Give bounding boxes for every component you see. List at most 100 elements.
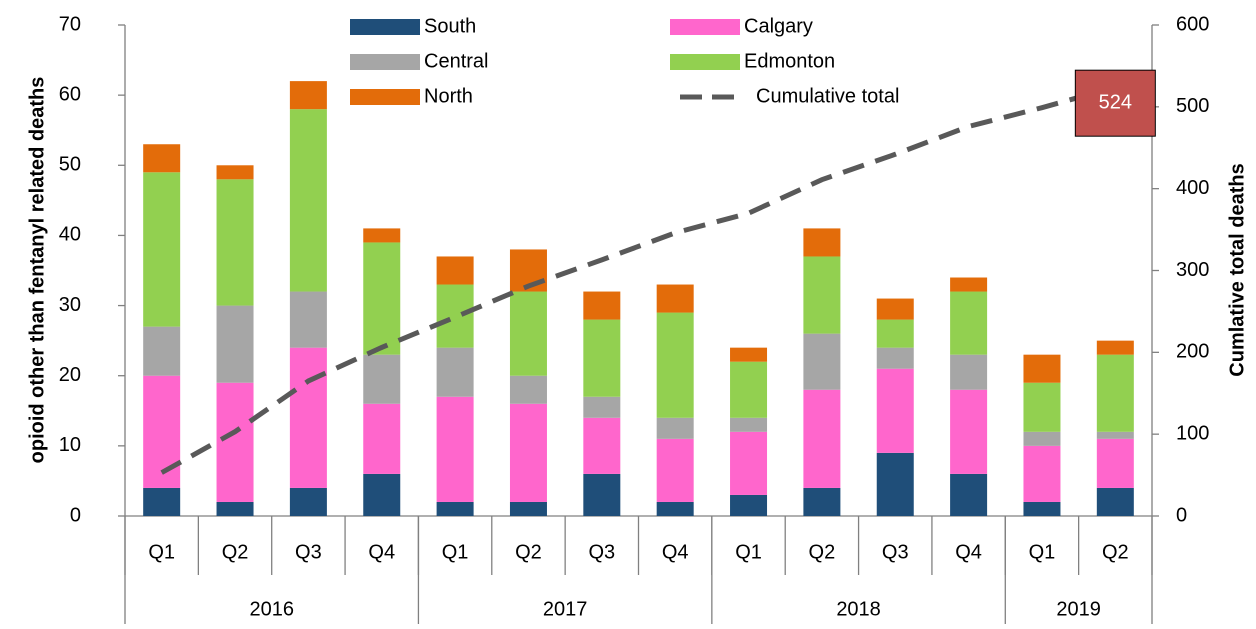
legend-label: Cumulative total: [756, 85, 899, 107]
y-tick-label: 10: [59, 434, 81, 456]
year-label: 2018: [836, 598, 881, 620]
bar-segment: [730, 347, 768, 362]
bar-segment: [803, 228, 841, 257]
y2-tick-label: 600: [1176, 13, 1209, 35]
y2-tick-label: 300: [1176, 259, 1209, 281]
bar-segment: [730, 494, 768, 516]
bar-segment: [656, 438, 694, 502]
bar-segment: [143, 326, 181, 376]
legend-swatch: [350, 19, 420, 35]
bar-segment: [363, 228, 401, 243]
x-tick-label: Q2: [1102, 541, 1129, 563]
bar-segment: [876, 319, 914, 348]
bar-segment: [950, 354, 988, 390]
bar-segment: [803, 333, 841, 390]
bar-segment: [509, 291, 547, 376]
year-label: 2017: [543, 598, 588, 620]
bar-segment: [950, 277, 988, 292]
bar-segment: [436, 256, 474, 285]
bar-segment: [1096, 354, 1134, 432]
x-tick-label: Q1: [1029, 541, 1056, 563]
x-tick-label: Q1: [148, 541, 175, 563]
bar-segment: [1096, 487, 1134, 516]
x-tick-label: Q3: [295, 541, 322, 563]
bar-segment: [583, 291, 621, 320]
y-tick-label: 30: [59, 294, 81, 316]
bar-segment: [363, 473, 401, 516]
bar-segment: [1023, 431, 1061, 446]
cumulative-line: [160, 84, 1116, 475]
bar-segment: [289, 291, 327, 348]
legend-label: Edmonton: [744, 50, 835, 72]
bar-segment: [436, 501, 474, 516]
y2-tick-label: 200: [1176, 341, 1209, 363]
bar-segment: [876, 452, 914, 516]
legend-swatch: [670, 19, 740, 35]
x-tick-label: Q2: [809, 541, 836, 563]
y-tick-label: 0: [70, 504, 81, 526]
bar-segment: [1096, 431, 1134, 439]
y2-tick-label: 100: [1176, 422, 1209, 444]
x-tick-label: Q4: [368, 541, 395, 563]
bar-segment: [436, 347, 474, 397]
legend-label: Central: [424, 50, 488, 72]
bar-segment: [143, 487, 181, 516]
legend-label: Calgary: [744, 15, 813, 37]
bar-segment: [436, 284, 474, 348]
bar-segment: [583, 473, 621, 516]
bar-segment: [363, 403, 401, 474]
y2-tick-label: 0: [1176, 504, 1187, 526]
y-axis-label: opioid other than fentanyl related death…: [26, 77, 48, 464]
x-tick-label: Q1: [735, 541, 762, 563]
x-tick-label: Q2: [222, 541, 249, 563]
y2-tick-label: 500: [1176, 95, 1209, 117]
bar-segment: [509, 375, 547, 404]
bar-segment: [216, 501, 254, 516]
bar-segment: [803, 256, 841, 334]
bar-segment: [730, 361, 768, 418]
x-tick-label: Q3: [588, 541, 615, 563]
bar-segment: [216, 305, 254, 383]
legend-label: North: [424, 85, 473, 107]
year-label: 2016: [249, 598, 294, 620]
y-tick-label: 70: [59, 13, 81, 35]
bar-segment: [1023, 354, 1061, 383]
x-tick-label: Q1: [442, 541, 469, 563]
bar-segment: [950, 291, 988, 355]
bar-segment: [730, 431, 768, 495]
y-tick-label: 40: [59, 224, 81, 246]
bar-segment: [363, 354, 401, 404]
bar-segment: [583, 396, 621, 418]
y-tick-label: 60: [59, 83, 81, 105]
bar-segment: [876, 368, 914, 453]
bar-segment: [1096, 438, 1134, 488]
bar-segment: [583, 319, 621, 397]
value-label: 524: [1099, 91, 1132, 113]
bar-segment: [289, 487, 327, 516]
bar-segment: [656, 284, 694, 313]
bar-segment: [803, 487, 841, 516]
year-label: 2019: [1056, 598, 1101, 620]
bar-segment: [216, 382, 254, 502]
bar-segment: [730, 417, 768, 432]
bar-segment: [1023, 445, 1061, 502]
bar-segment: [216, 165, 254, 180]
y-tick-label: 20: [59, 364, 81, 386]
bar-segment: [289, 347, 327, 488]
bar-segment: [1023, 501, 1061, 516]
bar-segment: [436, 396, 474, 502]
y-tick-label: 50: [59, 154, 81, 176]
bar-segment: [289, 109, 327, 292]
bar-segment: [656, 312, 694, 418]
bar-segment: [656, 417, 694, 439]
bar-segment: [583, 417, 621, 474]
x-tick-label: Q4: [955, 541, 982, 563]
bar-segment: [509, 403, 547, 502]
y2-tick-label: 400: [1176, 177, 1209, 199]
legend-swatch: [350, 54, 420, 70]
y2-axis-label: Cumlative total deaths: [1226, 163, 1248, 376]
bar-segment: [143, 144, 181, 173]
bar-segment: [143, 375, 181, 488]
x-tick-label: Q2: [515, 541, 542, 563]
